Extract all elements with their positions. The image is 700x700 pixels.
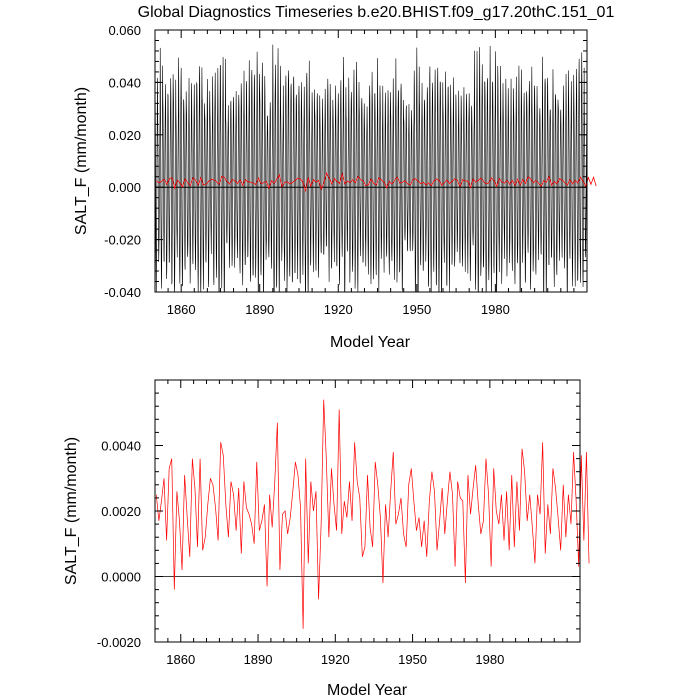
top-y-tick-label: -0.020: [104, 233, 141, 248]
bottom-y-tick-label: 0.0040: [101, 439, 141, 454]
bottom-x-tick-label: 1920: [321, 652, 350, 667]
bottom-x-tick-label: 1950: [398, 652, 427, 667]
monthly-series-line: [155, 44, 587, 292]
top-chart: Global Diagnostics Timeseries b.e20.BHIS…: [73, 4, 614, 351]
top-x-tick-label: 1860: [167, 302, 196, 317]
annual-mean-series-line: [156, 171, 597, 192]
bottom-y-tick-label: 0.0020: [101, 504, 141, 519]
bottom-plot-area: [155, 399, 590, 629]
bottom-x-tick-label: 1890: [244, 652, 273, 667]
bottom-y-tick-label: 0.0000: [101, 570, 141, 585]
bottom-axis-ticks: 1860 1890 1920 1950 1980 -0.0020 0.0000 0.0020 0…: [97, 379, 581, 667]
top-x-tick-label: 1920: [324, 302, 353, 317]
top-plot-frame: [154, 29, 588, 293]
top-plot-area: [155, 44, 597, 292]
chart-title: Global Diagnostics Timeseries b.e20.BHIS…: [138, 4, 615, 21]
top-x-tick-label: 1950: [402, 302, 431, 317]
bottom-y-tick-label: -0.0020: [97, 635, 141, 650]
top-y-tick-label: -0.040: [104, 285, 141, 300]
top-y-tick-label: 0.060: [108, 23, 141, 38]
top-x-tick-label: 1890: [245, 302, 274, 317]
bottom-x-axis-label: Model Year: [327, 682, 408, 699]
top-y-tick-label: 0.020: [108, 128, 141, 143]
top-axis-ticks: 1860 1890 1920 1950 1980 -0.040 -0.020 0.000 0.0…: [104, 23, 588, 317]
bottom-x-tick-label: 1980: [475, 652, 504, 667]
bottom-x-tick-label: 1860: [166, 652, 195, 667]
top-y-tick-label: 0.040: [108, 75, 141, 90]
annual-series-line: [155, 399, 590, 629]
top-x-tick-label: 1980: [481, 302, 510, 317]
top-y-tick-label: 0.000: [108, 180, 141, 195]
bottom-y-axis-label: SALT_F (mm/month): [63, 437, 80, 585]
top-x-axis-label: Model Year: [330, 334, 411, 351]
top-y-axis-label: SALT_F (mm/month): [73, 87, 90, 235]
bottom-chart: 1860 1890 1920 1950 1980 -0.0020 0.0000 0.0020 0…: [63, 379, 590, 699]
